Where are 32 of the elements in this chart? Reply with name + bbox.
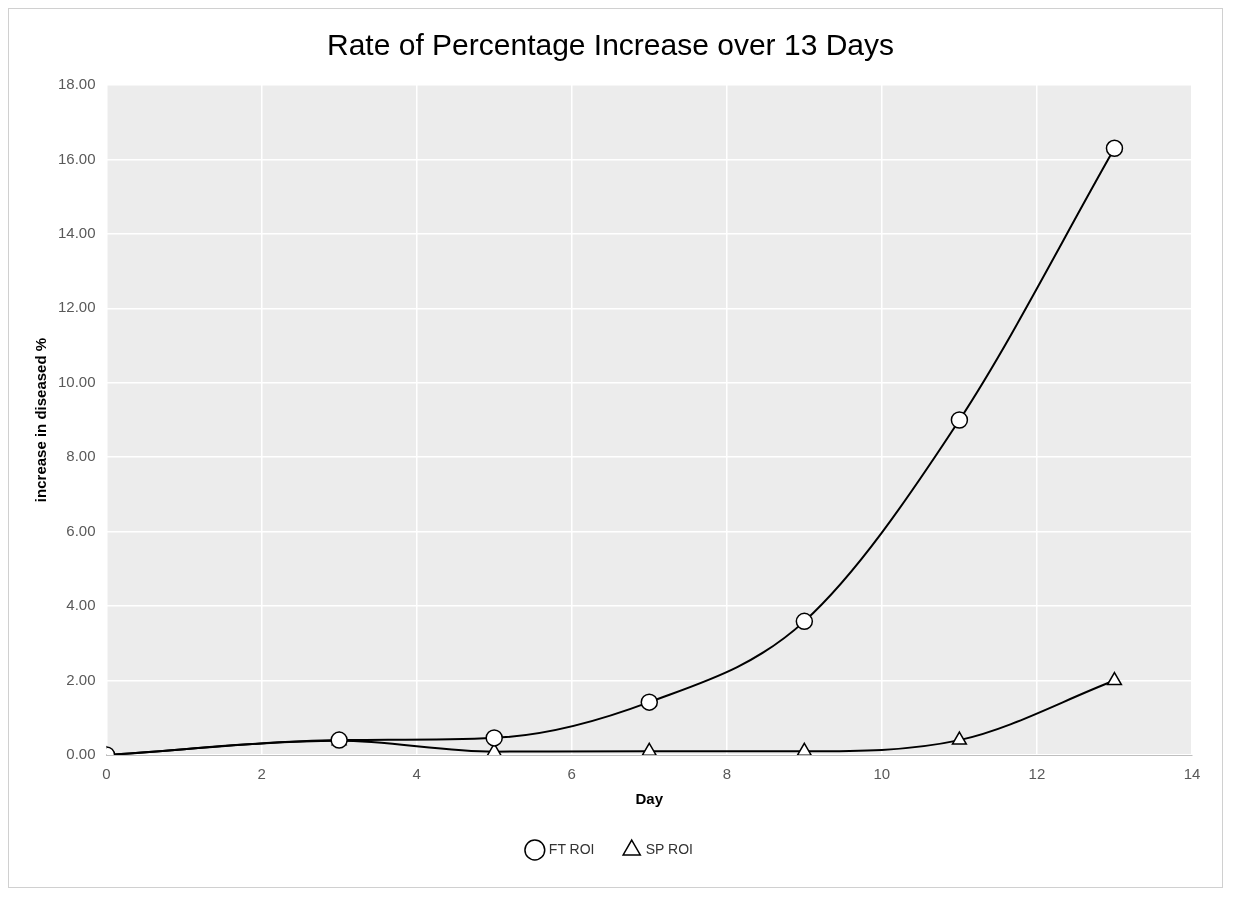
- y-tick-label: 4.00: [66, 596, 96, 614]
- point: [485, 729, 503, 747]
- x-tick-label: 12: [1028, 765, 1046, 783]
- y-tick-label: 8.00: [66, 447, 96, 465]
- chart-title: Rate of Percentage Increase over 13 Days: [327, 28, 894, 62]
- x-tick-label: 2: [257, 765, 266, 783]
- x-axis-title: Day: [635, 790, 664, 808]
- y-tick-label: 14.00: [57, 224, 96, 242]
- point: [640, 693, 659, 711]
- point: [951, 731, 968, 745]
- x-tick-label: 10: [873, 765, 891, 783]
- x-tick-label: 8: [722, 765, 731, 783]
- x-tick-label: 4: [412, 765, 421, 783]
- y-tick-label: 18.00: [57, 75, 96, 93]
- x-tick-label: 0: [102, 765, 111, 783]
- point: [641, 742, 657, 755]
- y-tick-label: 12.00: [57, 298, 96, 316]
- y-axis-title: increase in diseased %: [32, 337, 50, 503]
- legend-label: SP ROI: [645, 840, 693, 857]
- y-tick-label: 6.00: [66, 521, 96, 539]
- y-tick-label: 16.00: [57, 149, 96, 167]
- point: [796, 742, 813, 755]
- point: [950, 411, 969, 429]
- point: [1105, 139, 1124, 158]
- legend-label: FT ROI: [548, 840, 595, 857]
- point: [795, 612, 814, 631]
- point: [1106, 671, 1123, 686]
- y-tick-label: 10.00: [57, 372, 96, 390]
- y-tick-label: 2.00: [66, 670, 96, 688]
- x-tick-label: 6: [567, 765, 576, 783]
- y-tick-label: 0.00: [66, 745, 96, 763]
- x-tick-label: 14: [1183, 765, 1201, 783]
